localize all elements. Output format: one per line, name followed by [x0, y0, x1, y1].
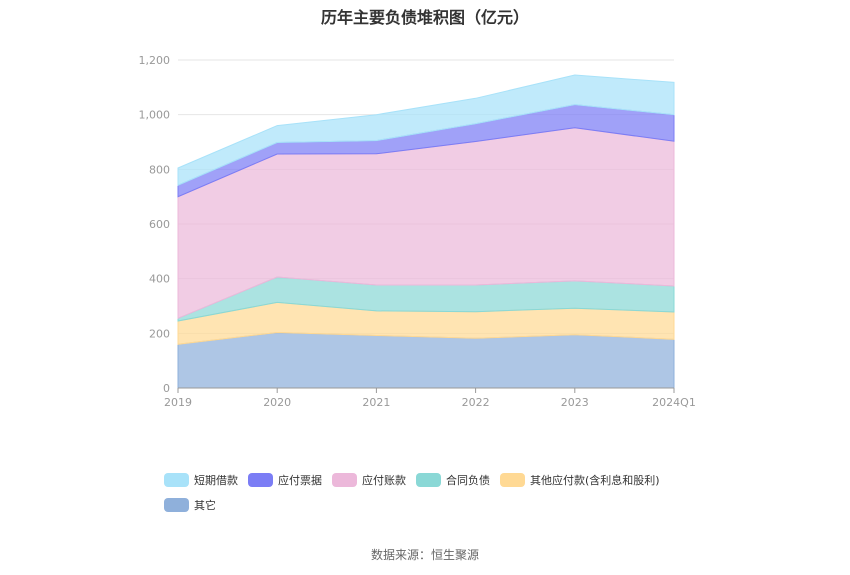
x-tick-label: 2023: [561, 396, 589, 409]
legend: 短期借款 应付票据 应付账款 合同负债 其他应付款(含利息和股利) 其它: [164, 472, 724, 522]
y-tick-label: 800: [149, 163, 170, 176]
x-tick-label: 2024Q1: [652, 396, 696, 409]
legend-swatch: [248, 473, 273, 487]
legend-item[interactable]: 应付票据: [248, 473, 322, 487]
legend-swatch: [164, 498, 189, 512]
legend-item[interactable]: 合同负债: [416, 473, 490, 487]
legend-label: 短期借款: [194, 474, 238, 487]
legend-label: 其他应付款(含利息和股利): [530, 474, 660, 487]
area-series: [177, 331, 675, 389]
y-tick-label: 600: [149, 218, 170, 231]
x-tick-label: 2019: [164, 396, 192, 409]
legend-label: 合同负债: [446, 474, 490, 487]
legend-label: 其它: [194, 499, 216, 512]
source-note: 数据来源：恒生聚源: [370, 548, 479, 562]
legend-item[interactable]: 其它: [164, 498, 216, 512]
axis-layer: 0 200 400 600 800 1,000 1,200 2019 2020 2021 2022 2…: [139, 54, 696, 409]
area-series: [177, 74, 675, 186]
x-tick-label: 2020: [263, 396, 291, 409]
area-layer: [177, 74, 675, 389]
y-tick-label: 0: [163, 382, 170, 395]
y-tick-label: 400: [149, 273, 170, 286]
legend-label: 应付票据: [278, 474, 322, 487]
y-tick-label: 1,200: [139, 54, 171, 67]
legend-item[interactable]: 应付账款: [332, 473, 406, 487]
legend-swatch: [164, 473, 189, 487]
y-tick-label: 200: [149, 327, 170, 340]
legend-label: 应付账款: [362, 474, 406, 487]
x-tick-label: 2022: [462, 396, 490, 409]
legend-swatch: [416, 473, 441, 487]
x-tick-label: 2021: [362, 396, 390, 409]
legend-item[interactable]: 其他应付款(含利息和股利): [500, 473, 660, 487]
legend-item[interactable]: 短期借款: [164, 473, 238, 487]
legend-swatch: [332, 473, 357, 487]
legend-swatch: [500, 473, 525, 487]
y-tick-label: 1,000: [139, 109, 171, 122]
chart-title: 历年主要负债堆积图（亿元）: [320, 8, 529, 27]
